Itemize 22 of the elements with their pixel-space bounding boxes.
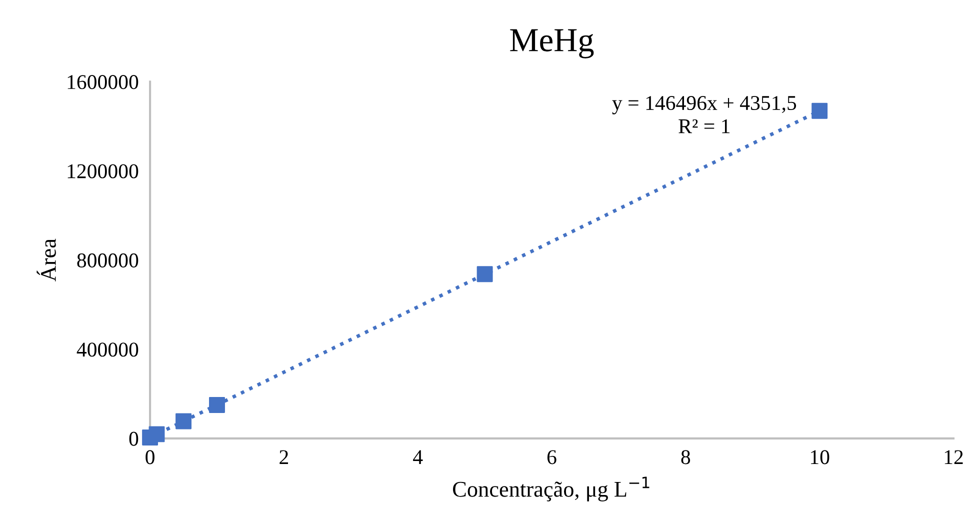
x-axis-title: Concentração, μg L$^{−1}$	[453, 476, 650, 502]
annotation: y = 146496x + 4351,5	[612, 96, 796, 114]
y-tick-label: 0	[129, 432, 138, 446]
point	[476, 266, 493, 282]
point	[209, 396, 225, 413]
point	[176, 413, 192, 430]
y-tick-label: 1200000	[68, 164, 138, 178]
x-tick-label: 2	[280, 450, 288, 464]
x-tick-label: 0	[146, 450, 154, 464]
y-tick-label: 800000	[77, 253, 138, 268]
x-tick-label: 4	[413, 450, 423, 464]
annotation: R² = 1	[678, 119, 730, 134]
point	[148, 426, 165, 442]
x-tick-label: 8	[681, 450, 690, 464]
y-axis-title: Área	[36, 238, 56, 282]
x-tick-label: 6	[547, 450, 556, 464]
y-tick-label: 1600000	[68, 75, 138, 90]
x-tick-label: 10	[810, 450, 830, 464]
point	[812, 102, 828, 119]
x-tick-label: 12	[944, 450, 963, 464]
y-tick-label: 400000	[76, 342, 138, 357]
chart-title: MeHg	[510, 29, 594, 58]
